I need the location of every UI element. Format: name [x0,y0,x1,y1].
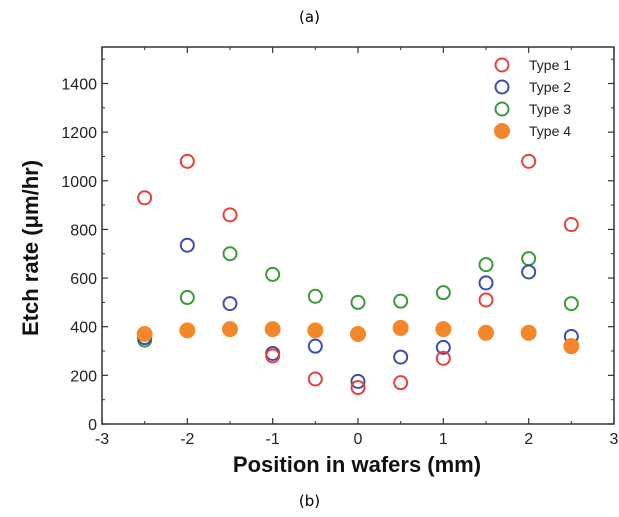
data-point-type-4 [435,321,452,338]
data-point-type-4 [350,326,366,343]
legend-label: Type 2 [529,79,571,95]
data-point-type-3 [222,246,238,262]
data-point-type-1 [435,350,451,366]
data-point-type-2 [478,275,494,291]
data-point-type-1 [563,217,579,233]
data-points [136,153,580,396]
x-tick-label: -1 [266,431,280,448]
legend: Type 1 Type 2 Type 3 Type 4 [494,57,571,139]
data-point-type-2 [179,237,195,253]
data-point-type-3 [435,285,451,301]
y-tick-label: 0 [88,417,97,434]
data-point-type-1 [350,380,366,396]
data-point-type-4 [222,321,238,338]
data-point-type-4 [478,324,494,341]
data-point-type-1 [478,292,494,308]
data-point-type-2 [222,296,238,312]
tick-marks [101,47,615,425]
legend-label: Type 1 [529,57,571,73]
data-point-type-4 [179,322,196,339]
data-point-type-2 [435,339,451,355]
data-point-type-1 [222,207,238,223]
data-point-type-2 [393,349,409,365]
data-point-type-4 [392,319,409,336]
data-point-type-3 [179,290,195,306]
legend-marker [494,101,510,117]
data-point-type-1 [393,375,409,391]
x-axis-title: Position in wafers (mm) [233,452,481,477]
x-tick-label: 3 [610,431,619,448]
legend-label: Type 3 [529,101,571,117]
data-point-type-3 [307,288,323,304]
x-tick-label: 1 [439,431,448,448]
data-point-type-4 [520,324,537,341]
data-point-type-3 [478,257,494,273]
y-tick-label: 1000 [61,174,97,191]
data-point-type-1 [265,348,281,364]
data-point-type-4 [136,326,153,343]
y-tick-label: 800 [70,222,97,239]
data-point-type-2 [350,373,366,389]
data-point-type-1 [521,153,537,169]
data-point-type-4 [264,321,281,338]
y-tick-label: 600 [70,271,97,288]
data-point-type-3 [265,266,281,282]
data-point-type-2 [307,338,323,354]
legend-marker [494,57,510,73]
data-point-type-1 [307,371,323,387]
x-tick-label: 2 [524,431,533,448]
figure-caption-top: (a) [299,8,320,26]
legend-marker [494,123,510,139]
data-point-type-4 [307,322,324,339]
x-tick-label: 0 [354,431,363,448]
figure-caption-bottom: (b) [298,492,321,510]
y-tick-label: 400 [70,320,97,337]
data-point-type-1 [137,190,153,206]
legend-marker [494,79,510,95]
data-point-type-3 [393,293,409,309]
y-axis-title: Etch rate (μm/hr) [18,160,43,336]
y-tick-label: 200 [70,368,97,385]
y-tick-label: 1400 [61,76,97,93]
data-point-type-3 [521,251,537,267]
data-point-type-1 [179,153,195,169]
data-point-type-3 [350,294,366,310]
data-point-type-4 [563,338,580,355]
data-point-type-2 [521,264,537,280]
legend-label: Type 4 [529,123,571,139]
x-tick-label: -3 [95,431,109,448]
x-tick-label: -2 [180,431,194,448]
data-point-type-3 [563,296,579,312]
tick-labels: -3 -2 -1 0 1 2 3 0 200 400 600 800 1000 1200 1400 [61,76,618,448]
y-tick-label: 1200 [61,125,97,142]
